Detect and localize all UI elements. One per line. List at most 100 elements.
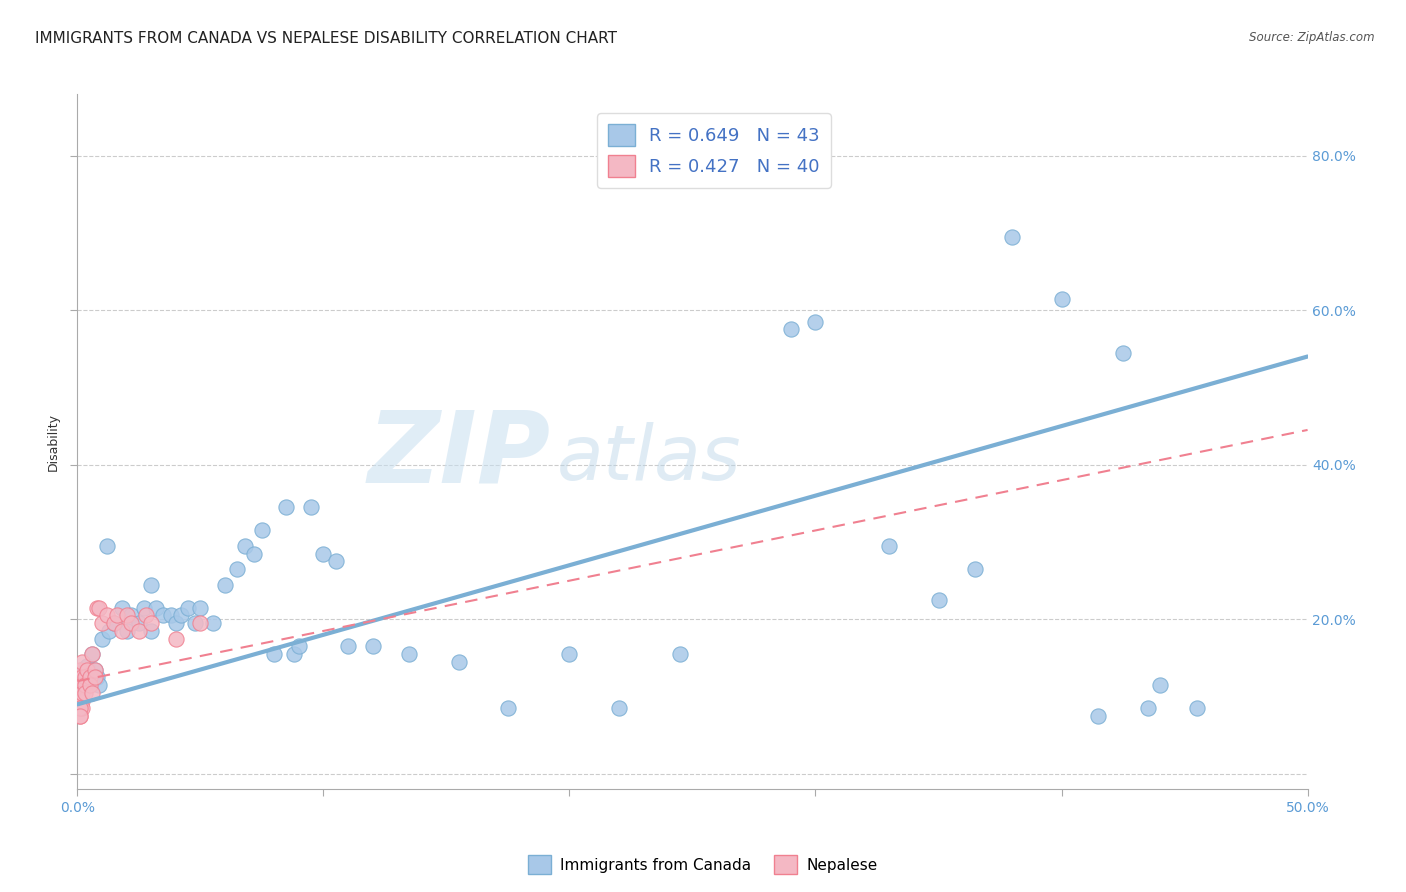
Point	[145, 600, 167, 615]
Point	[103, 616, 125, 631]
Point	[177, 600, 200, 615]
Point	[70, 678, 93, 692]
Point	[82, 647, 104, 661]
Point	[184, 616, 207, 631]
Point	[128, 616, 150, 631]
Point	[190, 616, 212, 631]
Y-axis label: Disability: Disability	[46, 412, 60, 471]
Point	[165, 632, 187, 646]
Point	[111, 600, 132, 615]
Point	[89, 678, 111, 692]
Point	[82, 686, 104, 700]
Legend: R = 0.649   N = 43, R = 0.427   N = 40: R = 0.649 N = 43, R = 0.427 N = 40	[598, 113, 831, 188]
Point	[1050, 292, 1073, 306]
Point	[361, 640, 384, 654]
Point	[73, 670, 96, 684]
Point	[79, 678, 101, 692]
Point	[201, 616, 224, 631]
Point	[69, 709, 91, 723]
Point	[135, 608, 157, 623]
Point	[69, 678, 91, 692]
Point	[804, 315, 827, 329]
Point	[79, 670, 101, 684]
Point	[1185, 701, 1208, 715]
Point	[243, 547, 266, 561]
Point	[83, 663, 105, 677]
Point	[82, 647, 104, 661]
Point	[312, 547, 335, 561]
Point	[669, 647, 692, 661]
Point	[69, 701, 91, 715]
Point	[70, 655, 93, 669]
Point	[1112, 345, 1135, 359]
Point	[250, 524, 273, 538]
Point	[98, 624, 121, 638]
Point	[398, 647, 420, 661]
Point	[160, 608, 183, 623]
Point	[96, 539, 118, 553]
Point	[79, 670, 101, 684]
Point	[69, 663, 91, 677]
Point	[337, 640, 360, 654]
Point	[1001, 229, 1024, 244]
Point	[141, 577, 163, 591]
Point	[128, 624, 150, 638]
Point	[152, 608, 174, 623]
Point	[103, 616, 125, 631]
Point	[965, 562, 987, 576]
Point	[96, 608, 118, 623]
Point	[73, 678, 96, 692]
Point	[276, 500, 298, 515]
Point	[263, 647, 285, 661]
Point	[70, 686, 93, 700]
Point	[190, 600, 212, 615]
Point	[447, 655, 470, 669]
Point	[73, 686, 96, 700]
Point	[558, 647, 581, 661]
Point	[90, 632, 114, 646]
Point	[105, 608, 128, 623]
Point	[70, 670, 93, 684]
Point	[928, 593, 950, 607]
Text: IMMIGRANTS FROM CANADA VS NEPALESE DISABILITY CORRELATION CHART: IMMIGRANTS FROM CANADA VS NEPALESE DISAB…	[35, 31, 617, 46]
Point	[70, 693, 93, 707]
Point	[86, 600, 108, 615]
Point	[233, 539, 256, 553]
Point	[288, 640, 311, 654]
Point	[89, 600, 111, 615]
Point	[69, 686, 91, 700]
Point	[90, 616, 114, 631]
Point	[121, 608, 143, 623]
Point	[325, 554, 347, 568]
Point	[214, 577, 236, 591]
Point	[86, 670, 108, 684]
Point	[607, 701, 630, 715]
Point	[70, 663, 93, 677]
Point	[76, 658, 98, 673]
Point	[83, 670, 105, 684]
Point	[496, 701, 519, 715]
Point	[1087, 709, 1109, 723]
Point	[69, 670, 91, 684]
Point	[132, 600, 155, 615]
Point	[299, 500, 322, 515]
Point	[1136, 701, 1159, 715]
Point	[283, 647, 305, 661]
Point	[83, 663, 105, 677]
Point	[879, 539, 901, 553]
Text: ZIP: ZIP	[368, 407, 551, 504]
Point	[121, 616, 143, 631]
Legend: Immigrants from Canada, Nepalese: Immigrants from Canada, Nepalese	[522, 849, 884, 880]
Point	[165, 616, 187, 631]
Point	[69, 670, 91, 684]
Point	[73, 674, 96, 689]
Point	[70, 701, 93, 715]
Point	[141, 624, 163, 638]
Point	[115, 608, 138, 623]
Point	[69, 709, 91, 723]
Point	[69, 701, 91, 715]
Point	[780, 322, 803, 336]
Point	[111, 624, 132, 638]
Point	[1149, 678, 1171, 692]
Point	[141, 616, 163, 631]
